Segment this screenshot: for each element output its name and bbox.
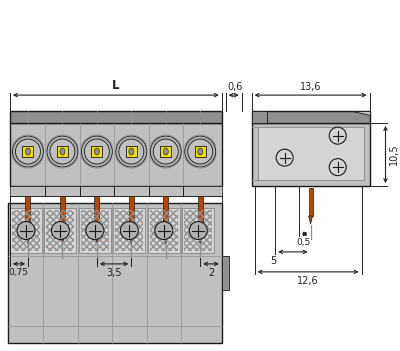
Polygon shape (252, 111, 267, 123)
Circle shape (329, 159, 346, 176)
Bar (44, 208, 76, 253)
Bar (258, 127, 364, 180)
Bar (150, 210, 178, 251)
Polygon shape (26, 234, 30, 244)
Polygon shape (308, 216, 312, 224)
Bar (81, 210, 109, 251)
Bar (198, 196, 203, 234)
Bar (148, 208, 180, 253)
Circle shape (155, 221, 173, 239)
Circle shape (116, 136, 147, 167)
Circle shape (188, 139, 213, 164)
Bar (10, 186, 45, 196)
Polygon shape (163, 234, 168, 244)
Circle shape (86, 221, 104, 239)
Bar (184, 210, 212, 251)
Bar (183, 186, 222, 196)
Bar (160, 146, 171, 157)
Polygon shape (198, 234, 203, 244)
Polygon shape (94, 234, 99, 244)
Bar (222, 256, 229, 290)
Bar (148, 186, 183, 196)
Bar (115, 210, 143, 251)
Bar (91, 146, 102, 157)
Circle shape (52, 221, 70, 239)
Bar (114, 186, 148, 196)
Bar (182, 208, 214, 253)
Circle shape (150, 136, 181, 167)
Circle shape (81, 136, 112, 167)
Circle shape (47, 136, 78, 167)
Bar (129, 196, 134, 234)
Ellipse shape (60, 148, 65, 155)
Circle shape (16, 139, 40, 164)
Bar (252, 111, 370, 123)
Bar (184, 210, 212, 251)
Bar (252, 123, 370, 186)
Bar (46, 210, 74, 251)
Circle shape (185, 136, 216, 167)
Text: 3,5: 3,5 (106, 268, 122, 278)
Polygon shape (60, 234, 65, 244)
Bar (126, 146, 137, 157)
Bar (10, 208, 42, 253)
Circle shape (189, 221, 207, 239)
Bar (57, 146, 68, 157)
Bar (26, 196, 30, 234)
Text: 0,75: 0,75 (8, 268, 28, 277)
Bar (12, 210, 40, 251)
Text: L: L (112, 79, 120, 92)
Bar (79, 208, 111, 253)
Bar (45, 186, 80, 196)
Ellipse shape (26, 148, 30, 155)
Text: 0,5: 0,5 (297, 238, 311, 247)
Circle shape (329, 127, 346, 144)
Bar (60, 196, 65, 234)
Text: 13,6: 13,6 (300, 82, 321, 92)
Bar (10, 111, 222, 123)
Bar (308, 188, 312, 216)
Bar (81, 210, 109, 251)
Ellipse shape (94, 148, 99, 155)
Circle shape (120, 221, 138, 239)
Text: 5: 5 (270, 256, 276, 266)
Circle shape (84, 139, 109, 164)
Text: 0,6: 0,6 (228, 82, 243, 92)
Bar (8, 203, 222, 343)
Polygon shape (352, 111, 370, 115)
Bar (80, 186, 114, 196)
Text: 2: 2 (208, 268, 214, 278)
Circle shape (12, 136, 44, 167)
Ellipse shape (129, 148, 134, 155)
Circle shape (50, 139, 75, 164)
Circle shape (17, 221, 35, 239)
Bar (150, 210, 178, 251)
Bar (115, 210, 143, 251)
Circle shape (119, 139, 144, 164)
Polygon shape (129, 234, 134, 244)
Bar (163, 196, 168, 234)
Bar (12, 210, 40, 251)
Bar (10, 123, 222, 186)
Bar (94, 196, 99, 234)
Bar (113, 208, 145, 253)
Text: 12,6: 12,6 (297, 276, 319, 286)
Circle shape (153, 139, 178, 164)
Bar (22, 146, 34, 157)
Bar (195, 146, 206, 157)
Ellipse shape (198, 148, 203, 155)
Circle shape (276, 149, 293, 166)
Bar (46, 210, 74, 251)
Text: 10,5: 10,5 (388, 144, 398, 165)
Ellipse shape (163, 148, 168, 155)
